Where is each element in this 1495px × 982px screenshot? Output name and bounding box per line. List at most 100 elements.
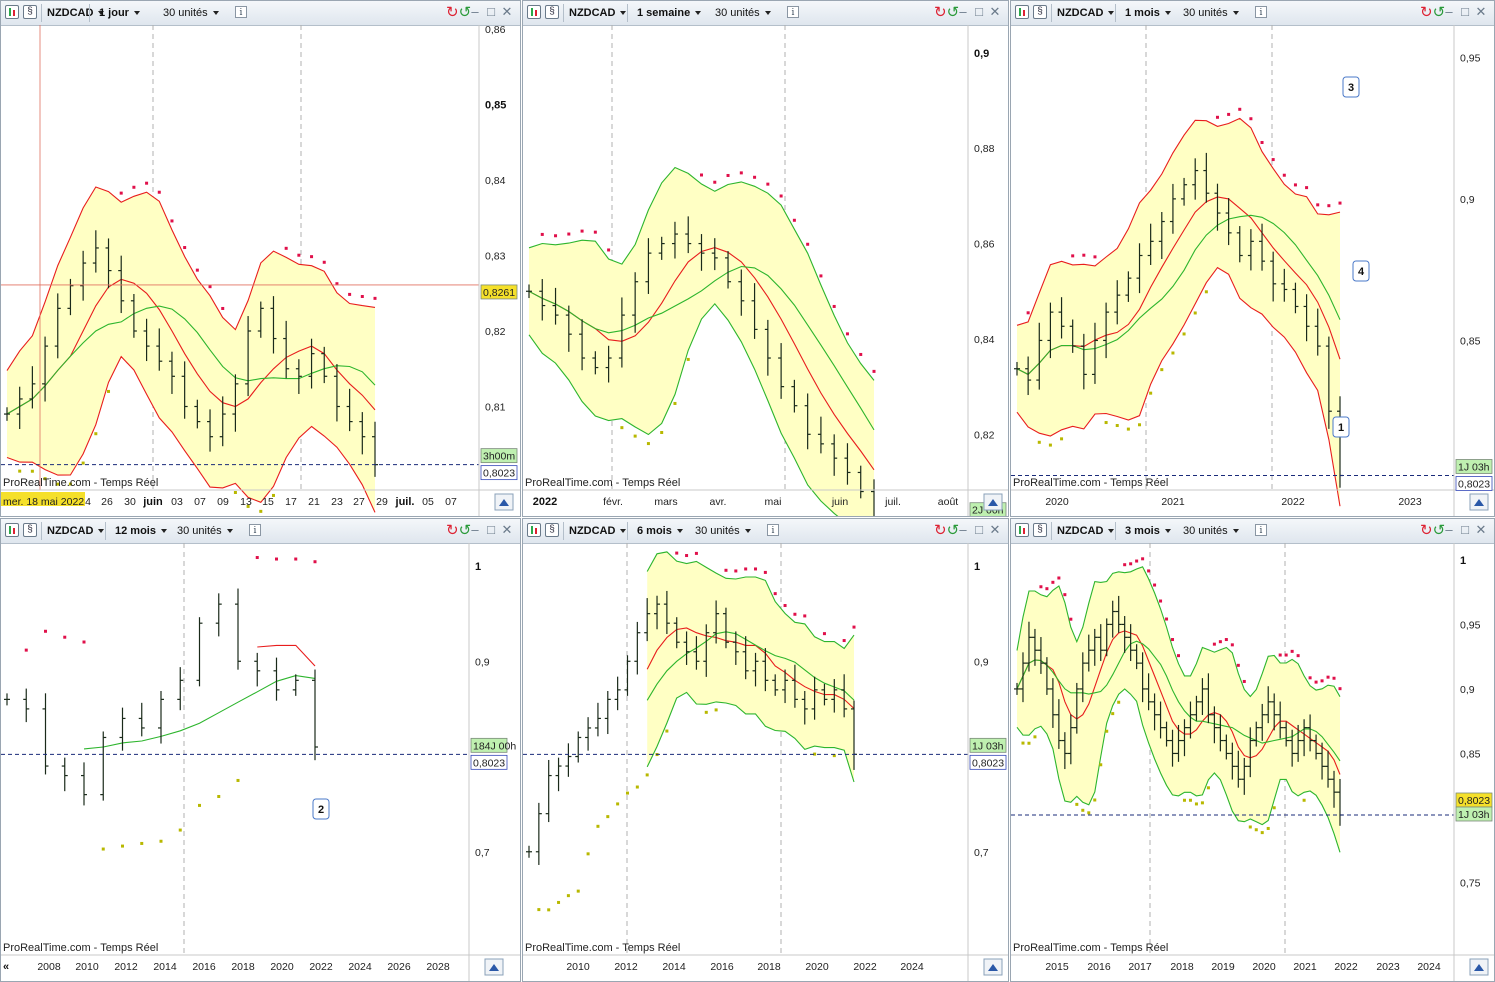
ohlc-bar xyxy=(841,674,848,718)
maximize-icon[interactable]: □ xyxy=(1461,522,1469,537)
price-chart[interactable]: 0,95 0,9 0,85 2020 2021 2022 2023 ProRealTime.c… xyxy=(1011,25,1494,516)
ohlc-bar xyxy=(80,250,87,301)
minimize-icon[interactable]: – xyxy=(471,4,479,19)
info-icon[interactable]: i xyxy=(235,6,247,18)
bar-chart-icon[interactable] xyxy=(1015,5,1029,19)
panel-toolbar: § NZDCAD 6 mois 30 unités i ↻↺ – □ ✕ xyxy=(523,519,1008,544)
sar-dot xyxy=(832,754,836,758)
price-chart[interactable]: 0,86 0,85 0,84 0,83 0,82 0,81 mer. 18 mai 2022… xyxy=(1,25,520,516)
price-chart[interactable]: 1 0,95 0,9 0,85 0,75 2015 2016 2017 2018 2019 2020… xyxy=(1011,543,1494,981)
annotation-box[interactable] xyxy=(1342,76,1360,98)
units-dropdown[interactable]: 30 unités xyxy=(177,519,233,543)
price-chart[interactable]: 1 0,9 0,7 2008 2010 2012 2014 2016 2018 2020 2022 2… xyxy=(1,543,520,981)
info-icon[interactable]: i xyxy=(1255,524,1267,536)
scroll-left-icon[interactable]: « xyxy=(3,961,9,973)
x-tick-label: 4 xyxy=(85,496,91,508)
export-icon[interactable] xyxy=(484,958,504,976)
info-icon[interactable]: i xyxy=(767,524,779,536)
symbol-dropdown[interactable]: NZDCAD xyxy=(47,1,105,25)
link-icon[interactable]: § xyxy=(23,5,37,19)
export-icon[interactable] xyxy=(1469,493,1489,511)
close-icon[interactable]: ✕ xyxy=(501,4,513,19)
bar-chart-icon[interactable] xyxy=(5,523,19,537)
maximize-icon[interactable]: □ xyxy=(487,4,495,19)
sar-dot xyxy=(1282,173,1286,177)
bar-chart-icon[interactable] xyxy=(527,523,541,537)
units-dropdown[interactable]: 30 unités xyxy=(1183,1,1239,25)
maximize-icon[interactable]: □ xyxy=(975,4,983,19)
ohlc-bar xyxy=(257,301,264,338)
y-tick-label: 1 xyxy=(974,561,980,573)
link-icon[interactable]: § xyxy=(1033,523,1047,537)
annotation-box[interactable] xyxy=(312,798,330,820)
bar-chart-icon[interactable] xyxy=(5,5,19,19)
sar-dot xyxy=(183,246,187,250)
x-tick-label: 2016 xyxy=(1087,961,1111,973)
refresh-icon[interactable]: ↻↺ xyxy=(934,522,960,539)
ohlc-bar xyxy=(54,293,61,359)
ohlc-bar xyxy=(194,399,201,429)
toolbar-divider xyxy=(41,4,42,22)
period-dropdown[interactable]: 1 mois xyxy=(1125,1,1171,25)
sar-dot xyxy=(1104,421,1108,425)
sar-dot xyxy=(646,442,650,446)
ohlc-bar xyxy=(1037,637,1044,674)
export-icon[interactable] xyxy=(983,958,1003,976)
units-dropdown[interactable]: 30 unités xyxy=(695,519,751,543)
export-icon[interactable] xyxy=(983,493,1003,511)
info-icon[interactable]: i xyxy=(249,524,261,536)
price-tag xyxy=(470,754,508,770)
bar-chart-icon[interactable] xyxy=(1015,523,1029,537)
symbol-dropdown[interactable]: NZDCAD xyxy=(1057,519,1115,543)
lower-band-line xyxy=(6,355,376,513)
sar-dot xyxy=(1071,254,1075,258)
period-dropdown[interactable]: 1 jour xyxy=(99,1,140,25)
close-icon[interactable]: ✕ xyxy=(1475,4,1487,19)
period-dropdown[interactable]: 3 mois xyxy=(1125,519,1171,543)
link-icon[interactable]: § xyxy=(1033,5,1047,19)
link-icon[interactable]: § xyxy=(23,523,37,537)
ohlc-bar xyxy=(1125,271,1132,302)
sar-dot xyxy=(1048,443,1052,447)
symbol-dropdown[interactable]: NZDCAD xyxy=(47,519,105,543)
close-icon[interactable]: ✕ xyxy=(501,522,513,537)
units-dropdown[interactable]: 30 unités xyxy=(1183,519,1239,543)
price-chart[interactable]: 1 0,9 0,7 2010 2012 2014 2016 2018 2020 2022 2024 P… xyxy=(523,543,1008,981)
close-icon[interactable]: ✕ xyxy=(989,4,1001,19)
info-icon[interactable]: i xyxy=(1255,6,1267,18)
units-dropdown[interactable]: 30 unités xyxy=(715,1,771,25)
y-tick-label: 0,84 xyxy=(974,334,995,346)
period-dropdown[interactable]: 6 mois xyxy=(637,519,683,543)
export-icon[interactable] xyxy=(494,493,514,511)
minimize-icon[interactable]: – xyxy=(959,522,967,537)
close-icon[interactable]: ✕ xyxy=(1475,522,1487,537)
close-icon[interactable]: ✕ xyxy=(989,522,1001,537)
annotation-box[interactable] xyxy=(1332,416,1350,438)
refresh-icon[interactable]: ↻↺ xyxy=(1420,522,1446,539)
link-icon[interactable]: § xyxy=(545,5,559,19)
period-dropdown[interactable]: 12 mois xyxy=(115,519,167,543)
symbol-dropdown[interactable]: NZDCAD xyxy=(569,1,627,25)
symbol-dropdown[interactable]: NZDCAD xyxy=(1057,1,1115,25)
refresh-icon[interactable]: ↻↺ xyxy=(446,4,472,21)
price-chart[interactable]: 0,9 0,88 0,86 0,84 0,82 2022 févr. mars avr. mai j… xyxy=(523,25,1008,516)
minimize-icon[interactable]: – xyxy=(1445,4,1453,19)
refresh-icon[interactable]: ↻↺ xyxy=(446,522,472,539)
symbol-dropdown[interactable]: NZDCAD xyxy=(569,519,627,543)
link-icon[interactable]: § xyxy=(545,523,559,537)
refresh-icon[interactable]: ↻↺ xyxy=(934,4,960,21)
bar-chart-icon[interactable] xyxy=(527,5,541,19)
info-icon[interactable]: i xyxy=(787,6,799,18)
maximize-icon[interactable]: □ xyxy=(975,522,983,537)
refresh-icon[interactable]: ↻↺ xyxy=(1420,4,1446,21)
minimize-icon[interactable]: – xyxy=(1445,522,1453,537)
maximize-icon[interactable]: □ xyxy=(1461,4,1469,19)
maximize-icon[interactable]: □ xyxy=(487,522,495,537)
period-dropdown[interactable]: 1 semaine xyxy=(637,1,702,25)
minimize-icon[interactable]: – xyxy=(471,522,479,537)
export-icon[interactable] xyxy=(1469,958,1489,976)
ohlc-bar xyxy=(1301,719,1308,757)
annotation-box[interactable] xyxy=(1352,260,1370,282)
units-dropdown[interactable]: 30 unités xyxy=(163,1,219,25)
minimize-icon[interactable]: – xyxy=(959,4,967,19)
